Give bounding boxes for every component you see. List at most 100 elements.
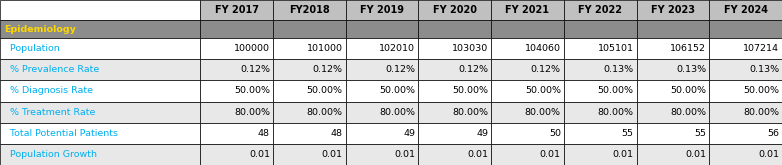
Bar: [564, 20, 637, 38]
Bar: [637, 0, 709, 20]
Text: 0.12%: 0.12%: [313, 65, 343, 74]
Text: FY2018: FY2018: [289, 5, 330, 15]
Text: % Diagnosis Rate: % Diagnosis Rate: [4, 86, 93, 95]
Text: 107214: 107214: [743, 44, 779, 53]
Text: 0.01: 0.01: [758, 150, 779, 159]
Text: Population: Population: [4, 44, 59, 53]
Bar: [346, 80, 418, 101]
Bar: [709, 144, 782, 165]
Bar: [200, 38, 273, 59]
Bar: [637, 101, 709, 123]
Bar: [709, 20, 782, 38]
Bar: [491, 101, 564, 123]
Bar: [564, 144, 637, 165]
Text: 55: 55: [622, 129, 633, 138]
Bar: [564, 80, 637, 101]
Bar: [564, 123, 637, 144]
Text: 103030: 103030: [452, 44, 488, 53]
Text: 50: 50: [549, 129, 561, 138]
Text: 50.00%: 50.00%: [597, 86, 633, 95]
Text: 80.00%: 80.00%: [452, 108, 488, 117]
Bar: [491, 0, 564, 20]
Bar: [709, 101, 782, 123]
Bar: [564, 0, 637, 20]
Text: 56: 56: [767, 129, 779, 138]
Bar: [637, 80, 709, 101]
Bar: [0, 59, 200, 80]
Text: FY 2024: FY 2024: [723, 5, 768, 15]
Bar: [0, 0, 200, 20]
Text: 104060: 104060: [525, 44, 561, 53]
Bar: [709, 59, 782, 80]
Text: 49: 49: [404, 129, 415, 138]
Bar: [637, 20, 709, 38]
Text: 105101: 105101: [597, 44, 633, 53]
Bar: [564, 59, 637, 80]
Text: 0.01: 0.01: [321, 150, 343, 159]
Bar: [200, 101, 273, 123]
Text: 50.00%: 50.00%: [234, 86, 270, 95]
Text: 48: 48: [331, 129, 343, 138]
Text: 0.01: 0.01: [685, 150, 706, 159]
Bar: [491, 144, 564, 165]
Text: 0.13%: 0.13%: [604, 65, 633, 74]
Text: % Treatment Rate: % Treatment Rate: [4, 108, 95, 117]
Bar: [273, 80, 346, 101]
Text: 102010: 102010: [379, 44, 415, 53]
Bar: [0, 144, 200, 165]
Text: 0.12%: 0.12%: [240, 65, 270, 74]
Text: 48: 48: [258, 129, 270, 138]
Text: 80.00%: 80.00%: [597, 108, 633, 117]
Bar: [564, 101, 637, 123]
Bar: [418, 101, 491, 123]
Bar: [637, 123, 709, 144]
Text: 80.00%: 80.00%: [307, 108, 343, 117]
Text: 0.12%: 0.12%: [458, 65, 488, 74]
Text: FY 2017: FY 2017: [214, 5, 259, 15]
Bar: [637, 59, 709, 80]
Text: 50.00%: 50.00%: [307, 86, 343, 95]
Text: FY 2019: FY 2019: [360, 5, 404, 15]
Text: 0.13%: 0.13%: [676, 65, 706, 74]
Bar: [0, 123, 200, 144]
Text: 80.00%: 80.00%: [234, 108, 270, 117]
Bar: [0, 80, 200, 101]
Text: 55: 55: [694, 129, 706, 138]
Text: Epidemiology: Epidemiology: [4, 24, 76, 33]
Bar: [346, 59, 418, 80]
Bar: [346, 38, 418, 59]
Bar: [273, 101, 346, 123]
Bar: [200, 123, 273, 144]
Text: 80.00%: 80.00%: [525, 108, 561, 117]
Text: FY 2020: FY 2020: [432, 5, 477, 15]
Text: 50.00%: 50.00%: [525, 86, 561, 95]
Bar: [273, 59, 346, 80]
Text: 106152: 106152: [670, 44, 706, 53]
Bar: [0, 38, 200, 59]
Text: 50.00%: 50.00%: [743, 86, 779, 95]
Text: 0.01: 0.01: [249, 150, 270, 159]
Bar: [637, 38, 709, 59]
Bar: [346, 101, 418, 123]
Bar: [273, 144, 346, 165]
Text: FY 2023: FY 2023: [651, 5, 695, 15]
Bar: [346, 20, 418, 38]
Bar: [491, 38, 564, 59]
Bar: [346, 123, 418, 144]
Bar: [709, 80, 782, 101]
Bar: [273, 123, 346, 144]
Bar: [273, 0, 346, 20]
Text: FY 2021: FY 2021: [505, 5, 550, 15]
Bar: [418, 20, 491, 38]
Bar: [418, 144, 491, 165]
Bar: [200, 20, 273, 38]
Text: 0.01: 0.01: [540, 150, 561, 159]
Bar: [709, 0, 782, 20]
Bar: [491, 80, 564, 101]
Bar: [273, 20, 346, 38]
Text: 101000: 101000: [307, 44, 343, 53]
Text: Population Growth: Population Growth: [4, 150, 97, 159]
Bar: [491, 59, 564, 80]
Text: 50.00%: 50.00%: [452, 86, 488, 95]
Text: 0.01: 0.01: [467, 150, 488, 159]
